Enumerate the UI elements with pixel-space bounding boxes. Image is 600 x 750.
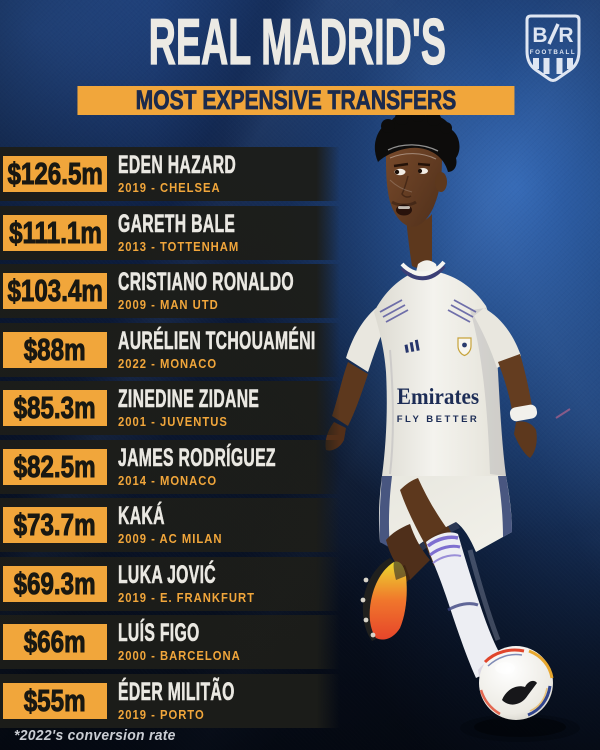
- fee-badge: $126.5m: [3, 156, 107, 192]
- transfer-detail: 2014 - MONACO: [118, 473, 218, 488]
- transfer-row: $73.7m KAKÁ 2009 - AC MILAN: [0, 498, 340, 552]
- transfer-row: $82.5m JAMES RODRÍGUEZ 2014 - MONACO: [0, 439, 340, 494]
- transfer-detail: 2013 - TOTTENHAM: [118, 239, 240, 254]
- logo-wordmark: FOOTBALL: [530, 49, 576, 56]
- soccer-ball: [479, 646, 554, 720]
- jersey-sponsor-subtext: FLY BETTER: [397, 414, 480, 425]
- club-crest: [457, 337, 472, 357]
- player-name: CRISTIANO RONALDO: [118, 268, 294, 296]
- transfer-detail: 2019 - CHELSEA: [118, 181, 221, 195]
- subtitle-badge: MOST EXPENSIVE TRANSFERS: [77, 85, 515, 115]
- fee-badge: $69.3m: [3, 565, 107, 602]
- transfer-detail: 2009 - MAN UTD: [118, 298, 219, 312]
- logo-letter-b: B: [532, 24, 547, 47]
- transfer-row: $55m ÉDER MILITÃO 2019 - PORTO: [0, 673, 340, 728]
- logo-letter-r: R: [558, 24, 573, 47]
- transfer-detail: 2019 - PORTO: [118, 707, 205, 722]
- transfer-row: $111.1m GARETH BALE 2013 - TOTTENHAM: [0, 205, 340, 260]
- transfer-list: $126.5m EDEN HAZARD 2019 - CHELSEA $111.…: [0, 147, 340, 728]
- player-name: LUÍS FIGO: [118, 619, 200, 647]
- fee-badge: $82.5m: [3, 448, 107, 485]
- raised-boot: [360, 558, 407, 641]
- transfer-detail: 2000 - BARCELONA: [118, 649, 241, 663]
- sock: [426, 532, 506, 678]
- transfer-row: $66m LUÍS FIGO 2000 - BARCELONA: [0, 615, 340, 669]
- player-name: AURÉLIEN TCHOUAMÉNI: [118, 326, 316, 355]
- transfer-row: $85.3m ZINEDINE ZIDANE 2001 - JUVENTUS: [0, 381, 340, 435]
- transfer-info: KAKÁ 2009 - AC MILAN: [118, 502, 234, 546]
- transfer-row: $103.4m CRISTIANO RONALDO 2009 - MAN UTD: [0, 264, 340, 318]
- fee-badge: $103.4m: [3, 273, 107, 309]
- transfer-row: $88m AURÉLIEN TCHOUAMÉNI 2022 - MONACO: [0, 322, 340, 377]
- player-name: ZINEDINE ZIDANE: [118, 385, 260, 413]
- fee-badge: $88m: [3, 331, 107, 368]
- transfer-detail: 2001 - JUVENTUS: [118, 415, 228, 429]
- wristband: [509, 404, 538, 422]
- transfer-detail: 2009 - AC MILAN: [118, 532, 223, 546]
- transfer-info: LUKA JOVIĆ 2019 - E. FRANKFURT: [118, 560, 273, 605]
- footnote: *2022's conversion rate: [14, 727, 176, 744]
- player-head: [374, 110, 460, 227]
- transfer-detail: 2019 - E. FRANKFURT: [118, 590, 255, 605]
- logo-stripes: [533, 58, 573, 74]
- transfer-info: ZINEDINE ZIDANE 2001 - JUVENTUS: [118, 385, 342, 429]
- transfer-info: EDEN HAZARD 2019 - CHELSEA: [118, 151, 305, 195]
- transfer-row: $126.5m EDEN HAZARD 2019 - CHELSEA: [0, 147, 340, 201]
- player-name: ÉDER MILITÃO: [118, 677, 235, 706]
- player-name: KAKÁ: [118, 502, 165, 530]
- player-name: LUKA JOVIĆ: [118, 560, 216, 589]
- fee-badge: $111.1m: [3, 214, 107, 251]
- transfer-info: LUÍS FIGO 2000 - BARCELONA: [118, 619, 254, 663]
- transfer-info: GARETH BALE 2013 - TOTTENHAM: [118, 209, 304, 254]
- face-paint-streaks: [387, 144, 439, 193]
- logo-shield: [525, 14, 581, 82]
- page-title: REAL MADRID'S: [148, 5, 447, 78]
- jersey-sponsor-text: Emirates: [397, 383, 480, 409]
- player-name: JAMES RODRÍGUEZ: [118, 443, 276, 472]
- player-photo: Emirates FLY BETTER: [325, 110, 580, 742]
- logo-slash: [547, 23, 560, 45]
- fee-badge: $85.3m: [3, 390, 107, 426]
- transfer-info: ÉDER MILITÃO 2019 - PORTO: [118, 677, 303, 722]
- br-football-logo: B R FOOTBALL: [525, 14, 581, 82]
- transfer-info: AURÉLIEN TCHOUAMÉNI 2022 - MONACO: [118, 326, 432, 371]
- player-name: GARETH BALE: [118, 209, 236, 238]
- fee-badge: $73.7m: [3, 507, 107, 543]
- adidas-logo: [404, 339, 420, 353]
- puma-logo: [502, 680, 537, 705]
- fee-badge: $55m: [3, 682, 107, 719]
- transfer-row: $69.3m LUKA JOVIĆ 2019 - E. FRANKFURT: [0, 556, 340, 611]
- fee-badge: $66m: [3, 624, 107, 660]
- transfer-info: JAMES RODRÍGUEZ 2014 - MONACO: [118, 443, 369, 488]
- player-figure: Emirates FLY BETTER: [325, 110, 580, 742]
- transfer-detail: 2022 - MONACO: [118, 356, 218, 371]
- background-glint: [555, 408, 571, 419]
- player-name: EDEN HAZARD: [118, 151, 237, 179]
- transfer-info: CRISTIANO RONALDO 2009 - MAN UTD: [118, 268, 397, 312]
